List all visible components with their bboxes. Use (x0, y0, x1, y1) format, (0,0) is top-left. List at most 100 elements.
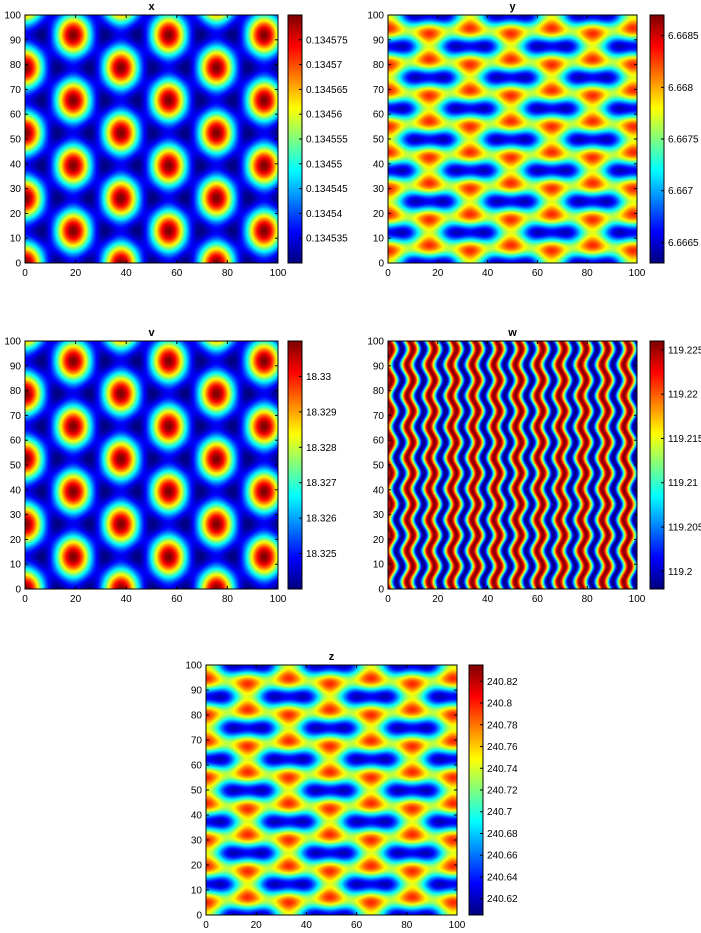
colorbar-frame (287, 340, 303, 590)
y-tick-label: 40 (10, 485, 22, 496)
y-tick-label: 100 (4, 337, 21, 348)
x-tick-label: 80 (582, 594, 594, 605)
y-tick-label: 60 (373, 110, 385, 121)
colorbar-tick-label: 6.6675 (668, 135, 699, 146)
y-tick-label: 20 (373, 535, 385, 546)
x-tick-label: 100 (629, 268, 646, 279)
x-tick-label: 60 (532, 594, 544, 605)
heatmap-image (388, 15, 637, 263)
y-tick-label: 50 (373, 461, 385, 472)
y-tick-label: 100 (367, 337, 384, 348)
colorbar (288, 341, 302, 589)
x-tick-label: 20 (70, 594, 82, 605)
colorbar-tick-label: 240.72 (487, 786, 518, 797)
x-tick-label: 100 (270, 594, 287, 605)
colorbar-tick-label: 18.327 (306, 478, 337, 489)
x-tick-label: 100 (270, 268, 287, 279)
y-tick-label: 30 (10, 184, 22, 195)
colorbar-tick-label: 240.64 (487, 872, 518, 883)
colorbar-tick-label: 240.82 (487, 677, 518, 688)
colorbar-tick-label: 0.13457 (306, 60, 343, 71)
y-tick-label: 80 (191, 711, 203, 722)
y-tick-label: 20 (373, 209, 385, 220)
colorbar (650, 341, 664, 589)
x-tick-label: 40 (121, 268, 133, 279)
y-tick-label: 0 (15, 585, 21, 596)
colorbar-tick-label: 18.329 (306, 407, 337, 418)
x-tick-label: 80 (222, 594, 234, 605)
y-tick-label: 20 (191, 861, 203, 872)
y-tick-label: 70 (10, 411, 22, 422)
y-tick-label: 40 (10, 159, 22, 170)
y-tick-label: 10 (191, 886, 203, 897)
y-tick-label: 80 (373, 386, 385, 397)
y-tick-label: 40 (373, 159, 385, 170)
colorbar-tick-label: 240.62 (487, 894, 518, 905)
colorbar-tick-label: 18.325 (306, 549, 337, 560)
x-tick-label: 0 (22, 268, 28, 279)
x-tick-label: 60 (532, 268, 544, 279)
colorbar-tick-label: 6.6665 (668, 238, 699, 249)
y-tick-label: 0 (378, 585, 384, 596)
x-tick-label: 20 (251, 920, 263, 931)
y-tick-label: 60 (373, 436, 385, 447)
y-tick-label: 40 (373, 485, 385, 496)
y-tick-label: 70 (10, 85, 22, 96)
y-tick-label: 70 (373, 85, 385, 96)
colorbar-tick-label: 240.74 (487, 764, 518, 775)
chart-title: z (328, 651, 335, 663)
y-tick-label: 20 (10, 535, 22, 546)
colorbar-tick-label: 18.33 (306, 372, 331, 383)
y-tick-label: 10 (10, 234, 22, 245)
colorbar-tick-label: 0.134555 (306, 135, 348, 146)
colorbar-tick-label: 6.667 (668, 186, 693, 197)
x-tick-label: 20 (432, 594, 444, 605)
colorbar-tick-label: 0.13455 (306, 159, 343, 170)
colorbar-tick-label: 119.21 (668, 478, 698, 489)
y-tick-label: 60 (191, 761, 203, 772)
colorbar-tick-label: 0.134565 (306, 85, 348, 96)
colorbar (288, 15, 302, 263)
y-tick-label: 50 (191, 786, 203, 797)
colorbar-tick-label: 119.225 (668, 345, 701, 356)
y-tick-label: 100 (4, 11, 21, 22)
heatmap-image (25, 341, 278, 589)
colorbar-tick-label: 119.215 (668, 434, 701, 445)
x-tick-label: 100 (449, 920, 466, 931)
y-tick-label: 80 (10, 386, 22, 397)
colorbar-tick-label: 6.6685 (668, 31, 699, 42)
colorbar-tick-label: 240.76 (487, 742, 518, 753)
y-tick-label: 100 (367, 11, 384, 22)
x-tick-label: 40 (482, 594, 494, 605)
x-tick-label: 60 (171, 268, 183, 279)
colorbar-tick-label: 119.2 (668, 567, 693, 578)
colorbar-tick-label: 6.668 (668, 83, 693, 94)
y-tick-label: 50 (10, 461, 22, 472)
x-tick-label: 20 (432, 268, 444, 279)
x-tick-label: 60 (171, 594, 183, 605)
x-tick-label: 0 (385, 594, 391, 605)
chart-title: v (148, 327, 155, 339)
y-tick-label: 30 (373, 510, 385, 521)
colorbar-tick-label: 240.66 (487, 851, 518, 862)
chart-title: w (508, 327, 517, 339)
y-tick-label: 90 (191, 686, 203, 697)
x-tick-label: 0 (203, 920, 209, 931)
x-tick-label: 80 (222, 268, 234, 279)
x-tick-label: 0 (22, 594, 28, 605)
x-tick-label: 0 (385, 268, 391, 279)
y-tick-label: 60 (10, 110, 22, 121)
colorbar-tick-label: 0.134575 (306, 35, 348, 46)
colorbar (650, 15, 664, 263)
x-tick-label: 40 (301, 920, 313, 931)
colorbar-frame (649, 340, 665, 590)
colorbar-tick-label: 119.22 (668, 390, 698, 401)
y-tick-label: 70 (373, 411, 385, 422)
y-tick-label: 10 (373, 560, 385, 571)
y-tick-label: 100 (185, 661, 202, 672)
y-tick-label: 0 (196, 911, 202, 922)
